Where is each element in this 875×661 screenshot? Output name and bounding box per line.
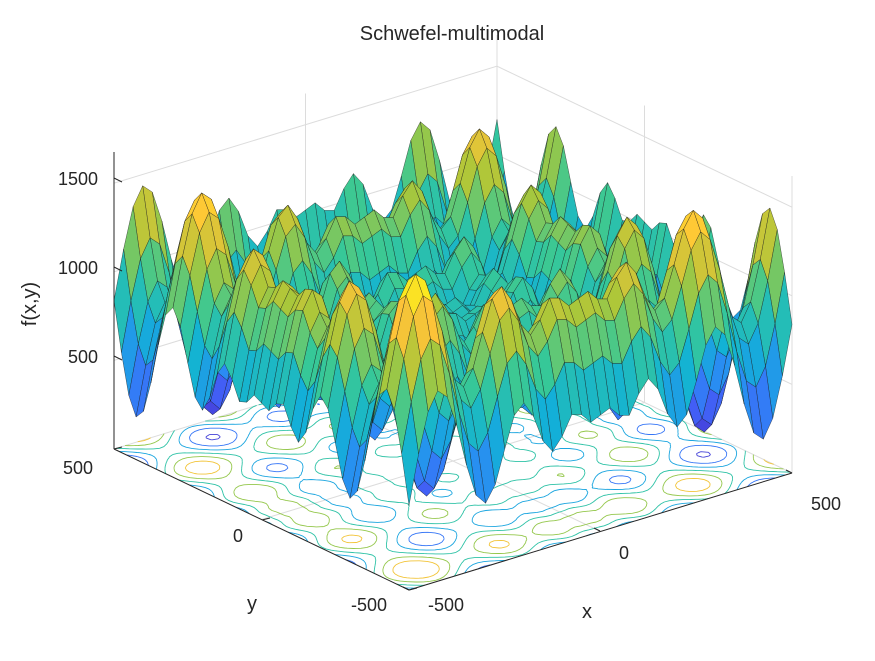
z-tick-label: 1500 (58, 169, 98, 189)
x-tick-label: 0 (619, 543, 629, 563)
y-tick-label: -500 (351, 595, 387, 615)
z-axis-label: f(x,y) (19, 282, 41, 326)
x-tick-mark (593, 527, 601, 532)
surface-patch (401, 402, 419, 506)
z-tick-mark (113, 266, 123, 272)
x-tick-label: 500 (811, 494, 841, 514)
x-tick-mark (402, 586, 410, 591)
chart-title: Schwefel-multimodal (360, 23, 545, 45)
x-tick-label: -500 (428, 595, 464, 615)
x-axis-label: x (582, 601, 592, 623)
y-tick-label: 500 (63, 458, 93, 478)
contour-line (137, 379, 774, 579)
axes: 1500 1000 500 f(x,y) 500 0 -500 y -500 0… (19, 152, 841, 623)
y-axis-line (113, 448, 410, 591)
y-axis-label: y (247, 593, 257, 615)
z-tick-mark (113, 355, 123, 361)
y-tick-label: 0 (233, 526, 243, 546)
z-tick-label: 500 (68, 347, 98, 367)
z-tick-label: 1000 (58, 258, 98, 278)
y-tick-mark (261, 517, 271, 521)
x-tick-mark (785, 469, 793, 474)
x-axis-line (408, 472, 793, 591)
y-tick-mark (113, 446, 123, 450)
z-tick-mark (113, 177, 123, 183)
z-grid-line (113, 65, 793, 208)
surface-mesh (113, 119, 793, 506)
